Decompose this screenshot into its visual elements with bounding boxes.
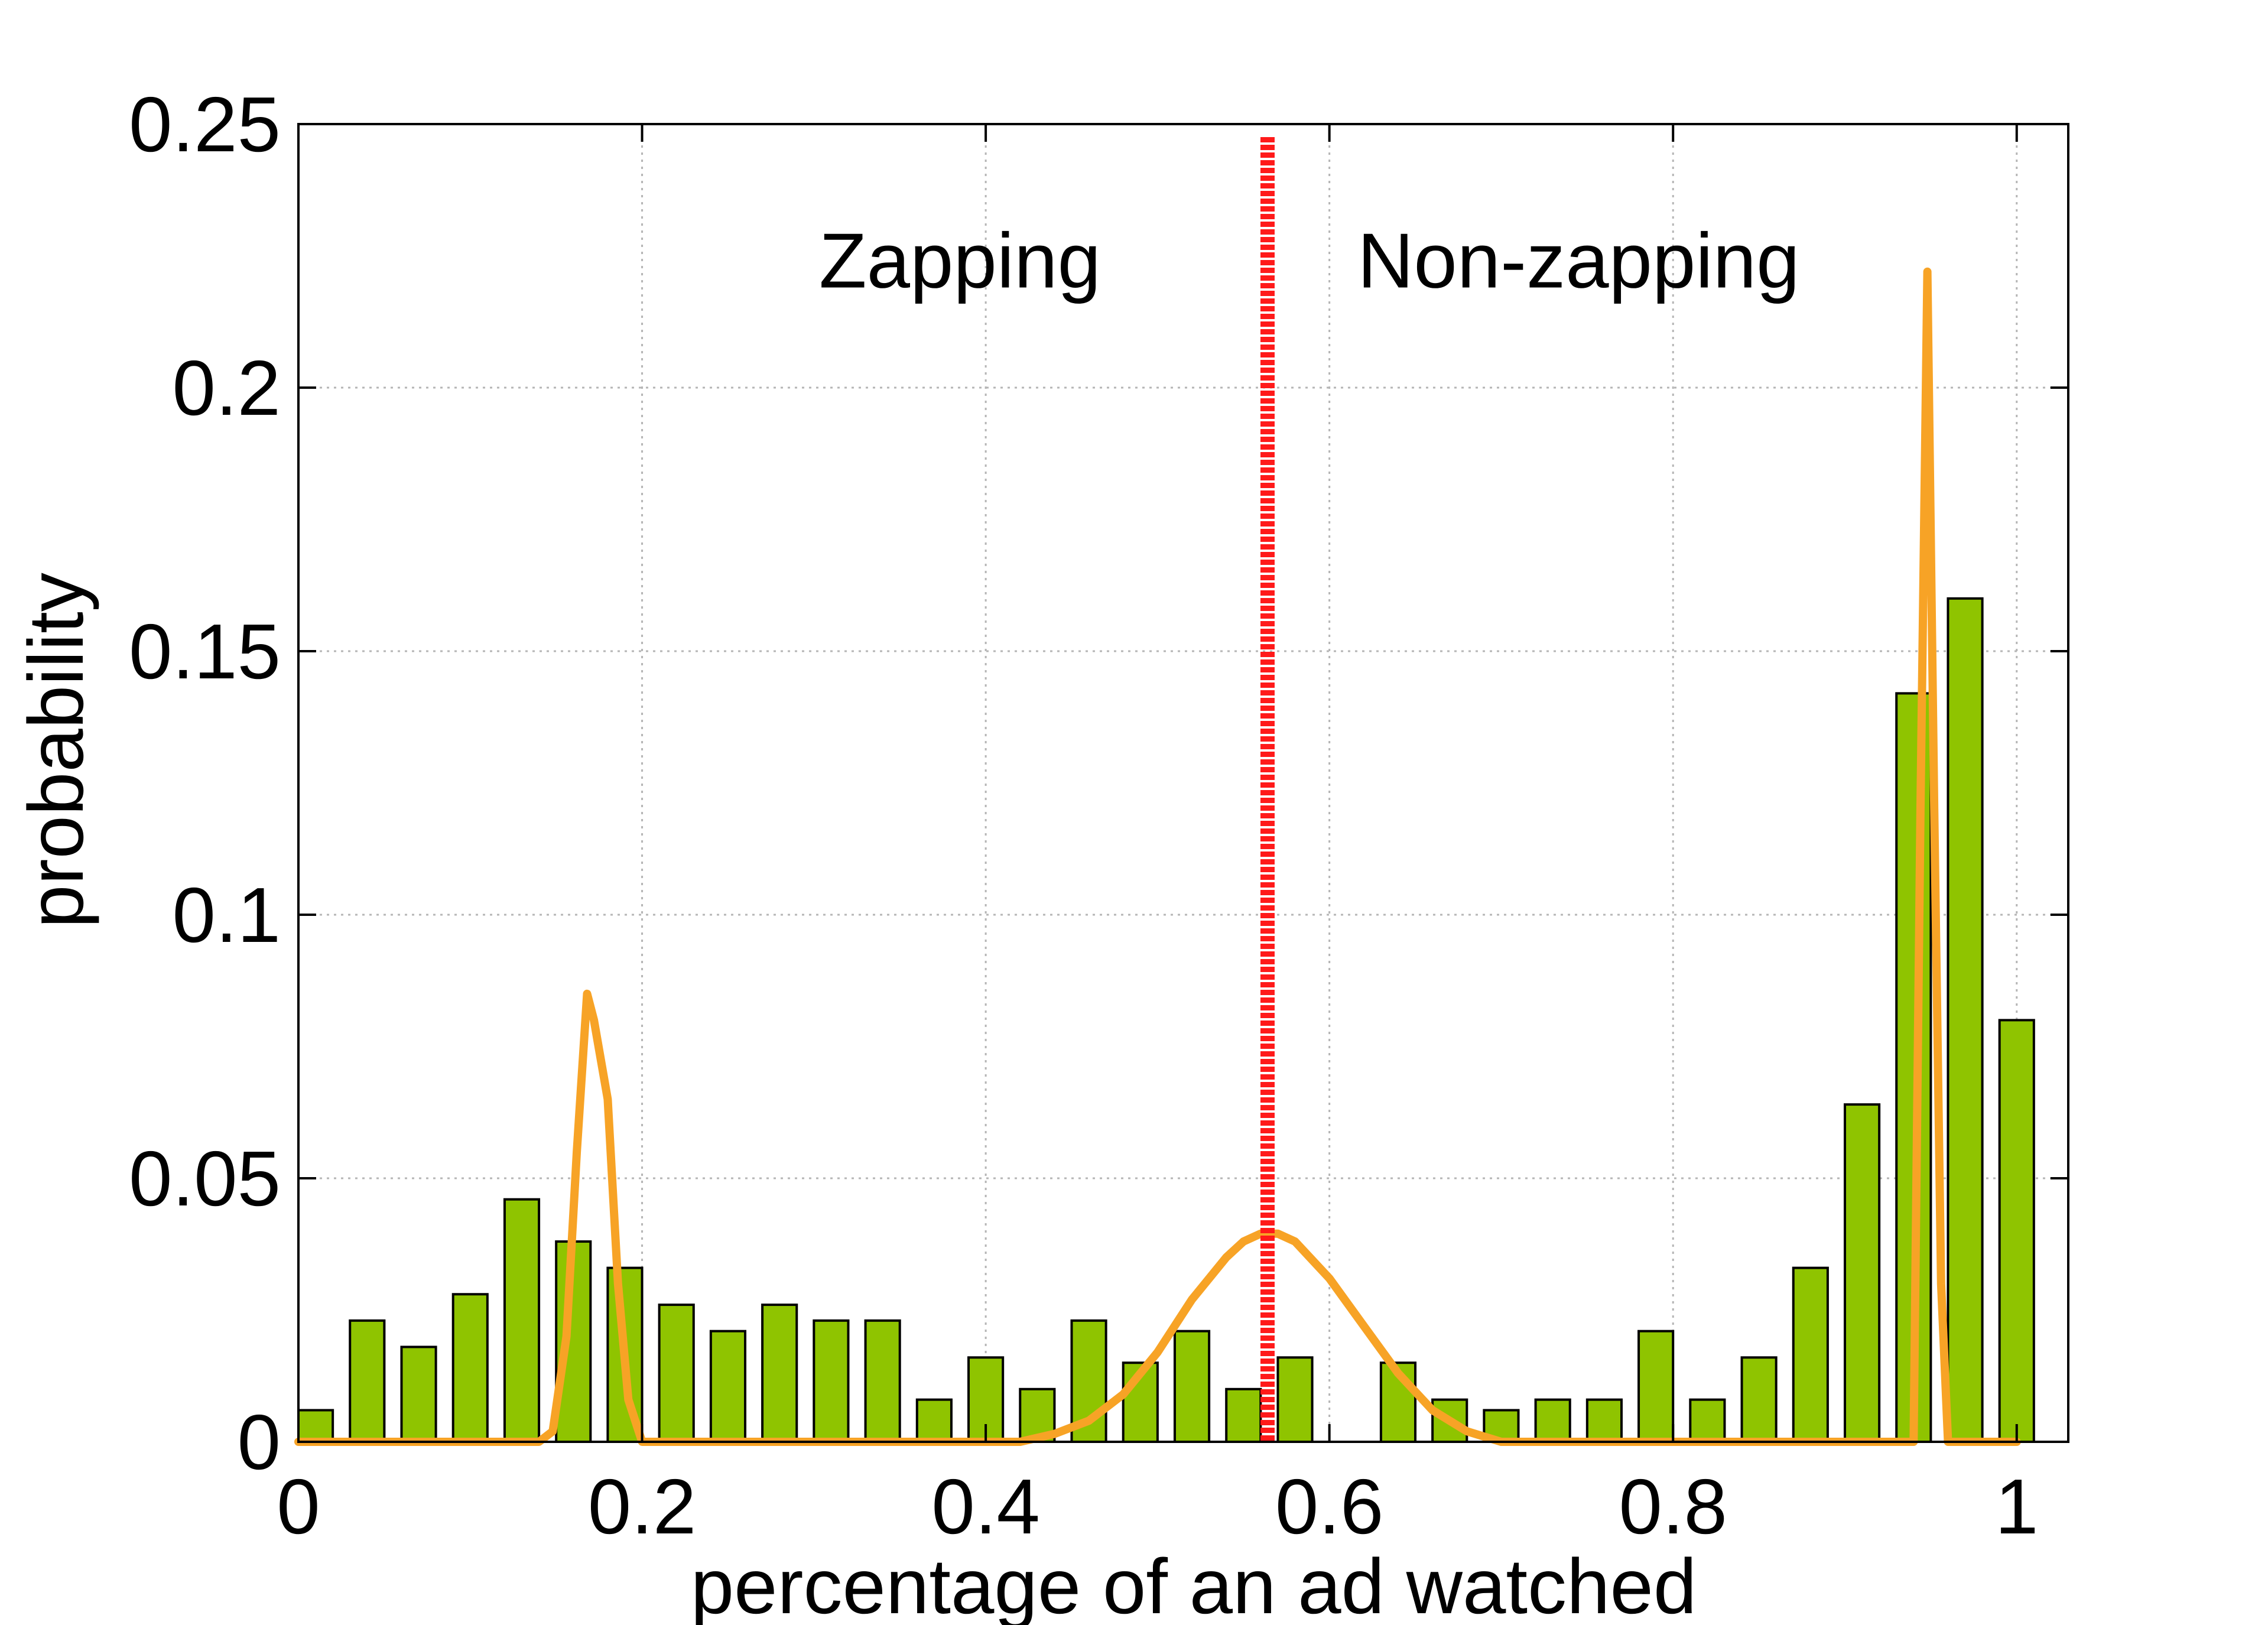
histogram-bar — [709, 1330, 747, 1443]
y-tick-label: 0.05 — [129, 1135, 281, 1222]
histogram-bar — [349, 1319, 386, 1444]
histogram-bar — [915, 1398, 953, 1443]
histogram-bar — [813, 1319, 850, 1444]
y-tick-label: 0.25 — [129, 81, 281, 168]
x-tick-label: 0 — [277, 1463, 320, 1550]
histogram-bar — [1998, 1019, 2035, 1443]
histogram-bar — [1637, 1330, 1675, 1443]
histogram-bar — [658, 1304, 695, 1444]
y-tick-label: 0.2 — [173, 344, 281, 431]
y-axis-ticks: 0 0.05 0.1 0.15 0.2 0.25 — [129, 81, 2068, 1486]
axes-frame — [297, 123, 2069, 1443]
fit-curve-line — [294, 267, 2021, 1446]
histogram-bar — [1947, 597, 1984, 1443]
y-tick-label: 0.1 — [173, 872, 281, 958]
histogram-bar — [1585, 1398, 1623, 1443]
histogram-bar — [503, 1198, 541, 1444]
histogram-bar — [1276, 1356, 1314, 1444]
x-axis-title: percentage of an ad watched — [691, 1543, 1697, 1625]
region-annotation: Zapping — [819, 217, 1101, 304]
histogram-bar — [297, 1409, 334, 1443]
x-tick-label: 0.4 — [931, 1463, 1040, 1550]
fit-curve-group — [294, 267, 2021, 1446]
histogram-bar — [451, 1293, 489, 1443]
y-tick-label: 0.15 — [129, 608, 281, 695]
histogram-bars — [297, 597, 2035, 1444]
x-axis-ticks: 0 0.2 0.4 0.6 0.8 1 — [277, 124, 2038, 1550]
y-tick-label: 0 — [238, 1399, 281, 1486]
y-axis-title: probability — [12, 573, 99, 928]
annotation-group: Zapping Non-zapping — [819, 217, 1800, 304]
x-tick-label: 0.6 — [1275, 1463, 1384, 1550]
histogram-bar — [761, 1304, 798, 1444]
histogram-bar — [1689, 1398, 1726, 1443]
histogram-bar — [1173, 1330, 1211, 1443]
histogram-bar — [1225, 1387, 1262, 1444]
x-tick-label: 0.8 — [1619, 1463, 1727, 1550]
histogram-bar — [864, 1319, 901, 1444]
region-annotation: Non-zapping — [1357, 217, 1800, 304]
plot-border — [297, 123, 2069, 1443]
histogram-bar — [1740, 1356, 1778, 1444]
histogram-bar — [1534, 1398, 1571, 1443]
histogram-bar — [1792, 1266, 1829, 1443]
x-tick-label: 0.2 — [588, 1463, 697, 1550]
histogram-bar — [400, 1346, 437, 1443]
x-tick-label: 1 — [1995, 1463, 2038, 1550]
histogram-bar — [1843, 1103, 1881, 1443]
